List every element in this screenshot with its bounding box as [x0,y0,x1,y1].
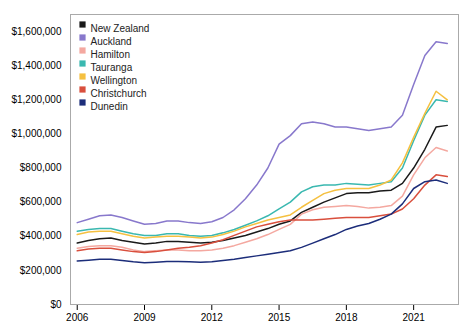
svg-text:Dunedin: Dunedin [91,101,128,112]
svg-text:New Zealand: New Zealand [91,23,150,34]
svg-text:$1,200,000: $1,200,000 [11,94,61,105]
svg-text:Hamilton: Hamilton [91,49,130,60]
svg-text:2021: 2021 [403,312,426,323]
svg-text:$1,000,000: $1,000,000 [11,128,61,139]
svg-text:$1,600,000: $1,600,000 [11,26,61,37]
svg-text:$1,400,000: $1,400,000 [11,60,61,71]
svg-text:$400,000: $400,000 [20,230,62,241]
svg-text:2018: 2018 [335,312,358,323]
svg-text:$600,000: $600,000 [20,196,62,207]
svg-text:2012: 2012 [201,312,224,323]
svg-text:Christchurch: Christchurch [91,88,147,99]
svg-text:$800,000: $800,000 [20,162,62,173]
svg-text:2015: 2015 [268,312,291,323]
svg-text:Wellington: Wellington [91,75,138,86]
svg-text:$200,000: $200,000 [20,265,62,276]
svg-text:2009: 2009 [133,312,156,323]
svg-text:Auckland: Auckland [91,36,132,47]
svg-text:$0: $0 [50,299,62,310]
svg-text:2006: 2006 [66,312,89,323]
svg-text:Tauranga: Tauranga [91,62,133,73]
